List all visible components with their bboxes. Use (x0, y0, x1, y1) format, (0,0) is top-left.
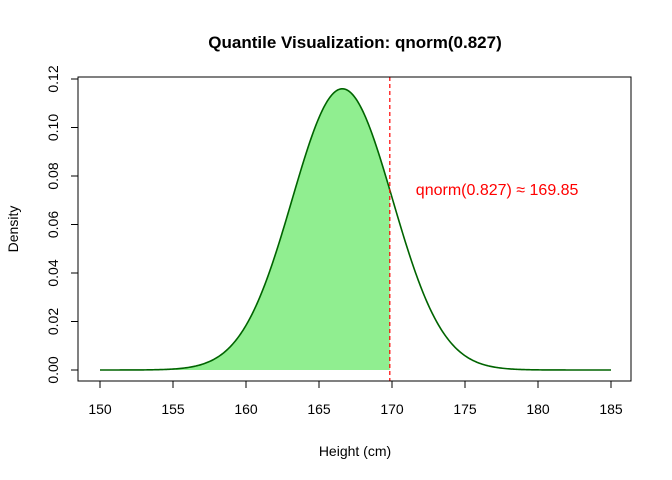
x-tick-label: 150 (88, 401, 112, 417)
shaded-area (100, 88, 390, 371)
x-axis-label: Height (cm) (319, 443, 391, 459)
y-tick-label: 0.02 (45, 308, 61, 335)
x-tick-label: 155 (161, 401, 185, 417)
y-tick-label: 0.08 (45, 162, 61, 189)
x-axis: 150 155 160 165 170 175 180 185 (88, 380, 623, 417)
x-tick-label: 160 (234, 401, 258, 417)
y-axis: 0.00 0.02 0.04 0.06 0.08 0.10 0.12 (45, 65, 79, 384)
x-tick-label: 180 (526, 401, 550, 417)
y-tick-label: 0.06 (45, 211, 61, 238)
y-tick-label: 0.04 (45, 259, 61, 286)
density-curve (100, 87, 611, 371)
y-axis-label: Density (5, 206, 21, 253)
quantile-annotation: qnorm(0.827) ≈ 169.85 (416, 182, 579, 199)
x-tick-label: 165 (307, 401, 331, 417)
y-tick-label: 0.00 (45, 356, 61, 383)
x-tick-label: 170 (380, 401, 404, 417)
chart-title: Quantile Visualization: qnorm(0.827) (208, 33, 501, 52)
x-tick-label: 185 (599, 401, 623, 417)
y-tick-label: 0.12 (45, 65, 61, 92)
y-tick-label: 0.10 (45, 114, 61, 141)
x-tick-label: 175 (453, 401, 477, 417)
